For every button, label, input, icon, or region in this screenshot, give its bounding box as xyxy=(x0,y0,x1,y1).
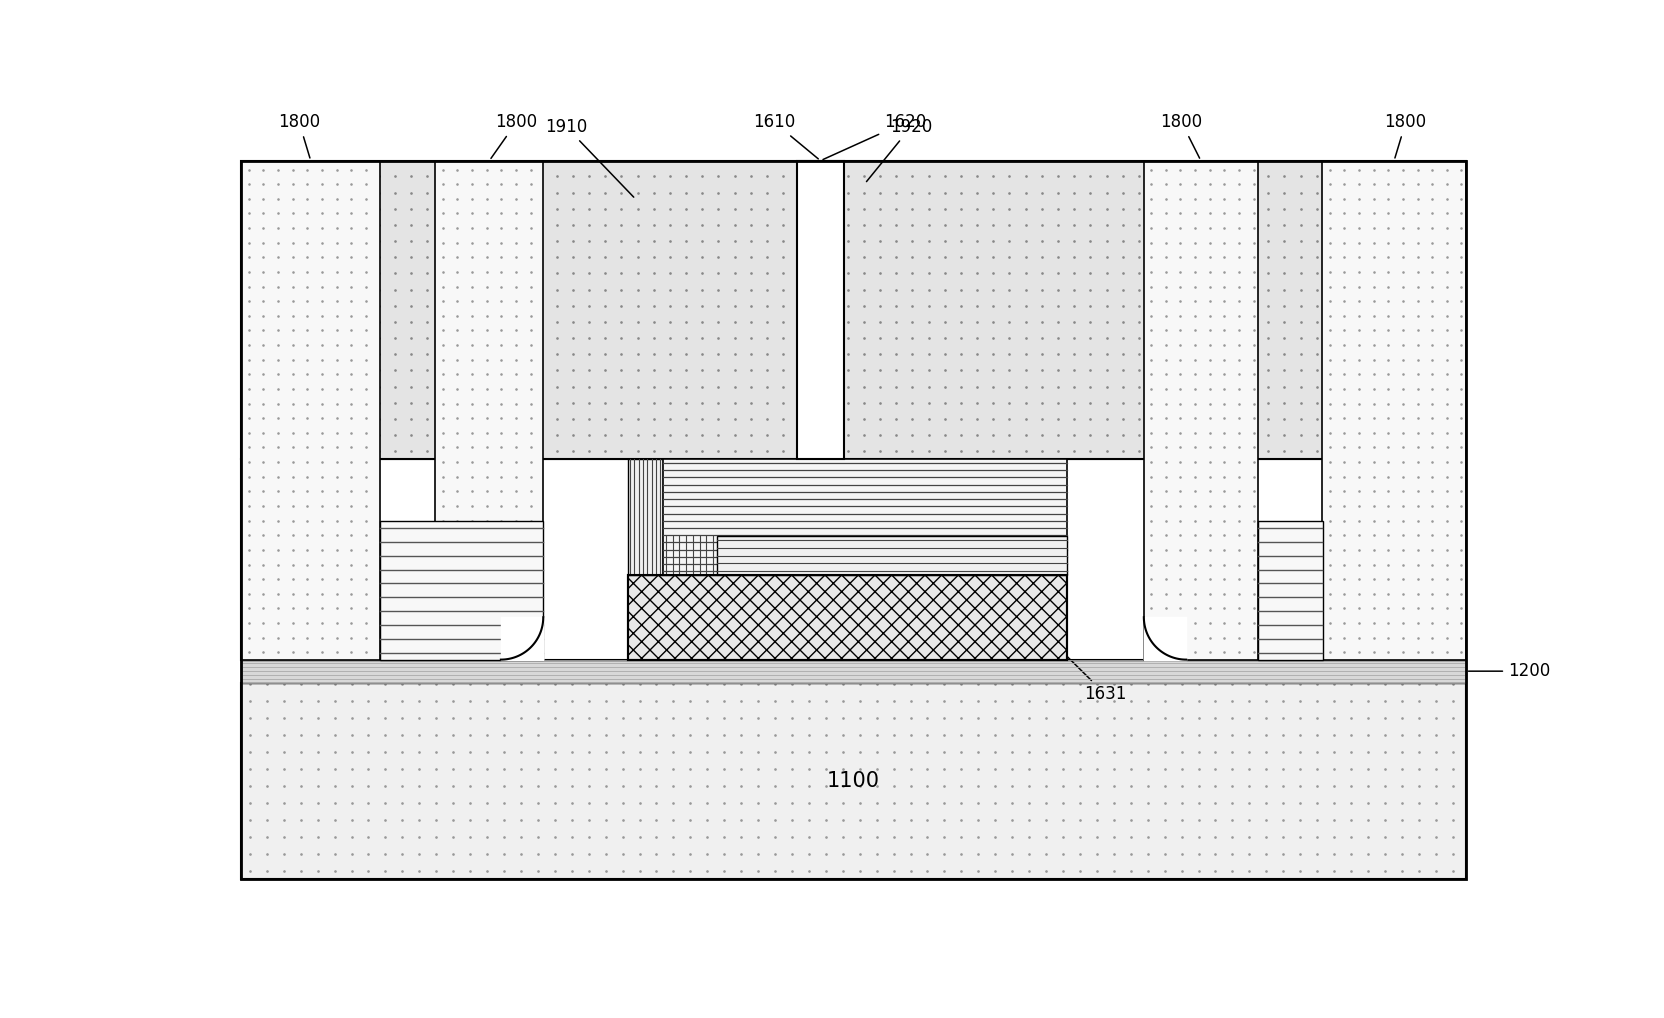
Text: N-: N- xyxy=(845,612,865,630)
Bar xyxy=(436,161,542,660)
Bar xyxy=(379,521,542,660)
Bar xyxy=(627,575,1067,660)
Text: 1800: 1800 xyxy=(491,113,537,159)
Bar xyxy=(627,575,1067,660)
Text: 1910: 1910 xyxy=(546,118,634,197)
Bar xyxy=(1258,521,1323,660)
Bar xyxy=(717,536,1067,575)
Bar xyxy=(1323,161,1466,660)
Text: 1500: 1500 xyxy=(436,609,481,626)
Text: 1300: 1300 xyxy=(767,612,812,630)
Bar xyxy=(241,459,1466,660)
Text: 1620: 1620 xyxy=(824,113,927,160)
Text: N+: N+ xyxy=(1206,612,1235,630)
Text: 1710: 1710 xyxy=(266,581,381,600)
Bar xyxy=(241,161,379,660)
Bar xyxy=(1143,161,1258,660)
Text: 1100: 1100 xyxy=(827,771,880,791)
Text: 1631: 1631 xyxy=(1038,628,1127,703)
Bar xyxy=(627,459,662,575)
Text: 1800: 1800 xyxy=(278,113,319,158)
Bar xyxy=(241,161,1466,459)
Text: 1400: 1400 xyxy=(1268,612,1313,630)
Bar xyxy=(662,459,1067,575)
Text: 1610: 1610 xyxy=(754,113,819,159)
Text: 1920: 1920 xyxy=(867,118,932,181)
Bar xyxy=(797,161,844,459)
Text: 1720: 1720 xyxy=(1321,581,1428,600)
Bar xyxy=(662,536,717,575)
Text: P+: P+ xyxy=(499,609,526,626)
Text: 1200: 1200 xyxy=(1469,662,1551,680)
Bar xyxy=(241,660,1466,683)
Bar xyxy=(241,683,1466,880)
Text: 1800: 1800 xyxy=(1160,113,1203,158)
Text: 1800: 1800 xyxy=(1384,113,1426,158)
